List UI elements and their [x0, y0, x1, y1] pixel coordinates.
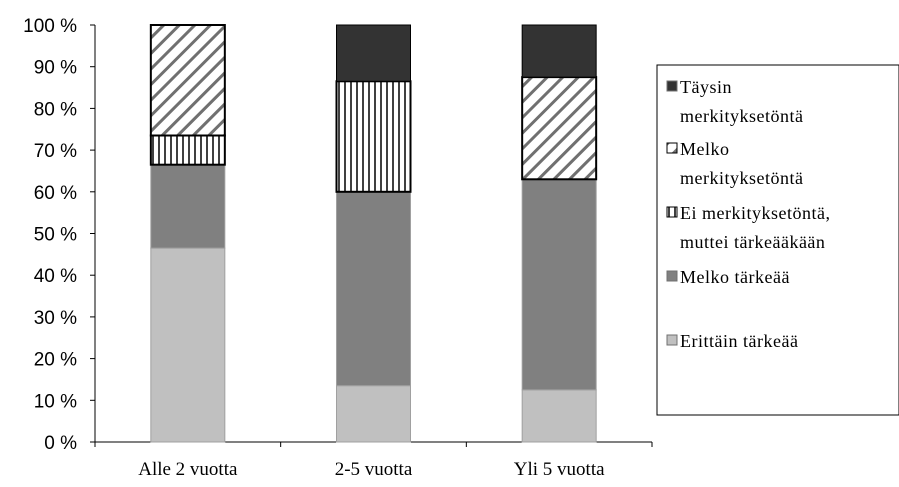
- x-tick-label: Alle 2 vuotta: [138, 459, 238, 480]
- legend-swatch: [666, 334, 678, 346]
- bar-segment: [521, 76, 598, 181]
- legend-swatch: [666, 80, 678, 92]
- legend-swatch: [666, 206, 678, 218]
- bar-segment: [149, 134, 226, 166]
- legend-label: muttei tärkeääkään: [680, 232, 825, 252]
- bar-segment: [521, 389, 597, 443]
- x-tick-label: Yli 5 vuotta: [514, 459, 605, 480]
- legend-frame: [656, 64, 899, 416]
- y-tick-label: 100 %: [23, 16, 77, 37]
- bar-segment: [150, 247, 226, 443]
- bar-segment: [521, 24, 597, 78]
- legend-swatch: [666, 270, 678, 282]
- y-tick-label: 30 %: [34, 308, 77, 329]
- y-tick-label: 60 %: [34, 183, 77, 204]
- y-tick-label: 0 %: [44, 433, 77, 454]
- y-tick-label: 70 %: [34, 141, 77, 162]
- y-tick-label: 50 %: [34, 225, 77, 246]
- bar-segment: [335, 80, 412, 193]
- y-tick-label: 90 %: [34, 58, 77, 79]
- bar-segment: [336, 191, 411, 387]
- plot-area: 0 % 10 % 20 % 30 % 40 % 50 % 60 % 70 % 80 % 90 % 1…: [23, 16, 653, 480]
- legend: Täysin merkityksetöntä Melko merkityksetönt…: [656, 64, 899, 416]
- bar-segment: [336, 385, 411, 443]
- y-tick-label: 10 %: [34, 391, 77, 412]
- legend-swatch: [666, 142, 678, 154]
- legend-label: merkityksetöntä: [680, 168, 803, 188]
- legend-label: Melko tärkeää: [680, 267, 790, 287]
- y-tick-label: 20 %: [34, 350, 77, 371]
- y-tick-label: 80 %: [34, 99, 77, 120]
- legend-label: Ei merkityksetöntä,: [680, 203, 830, 223]
- bar-segment: [521, 178, 597, 391]
- y-tick-label: 40 %: [34, 266, 77, 287]
- legend-label: Erittäin tärkeää: [680, 331, 798, 351]
- legend-label: Täysin: [680, 77, 732, 97]
- bar-segment: [336, 24, 411, 82]
- bar-segment: [150, 164, 226, 249]
- legend-label: merkityksetöntä: [680, 106, 803, 126]
- legend-label: Melko: [680, 139, 730, 159]
- bar-segment: [149, 24, 226, 137]
- x-tick-label: 2-5 vuotta: [335, 459, 413, 480]
